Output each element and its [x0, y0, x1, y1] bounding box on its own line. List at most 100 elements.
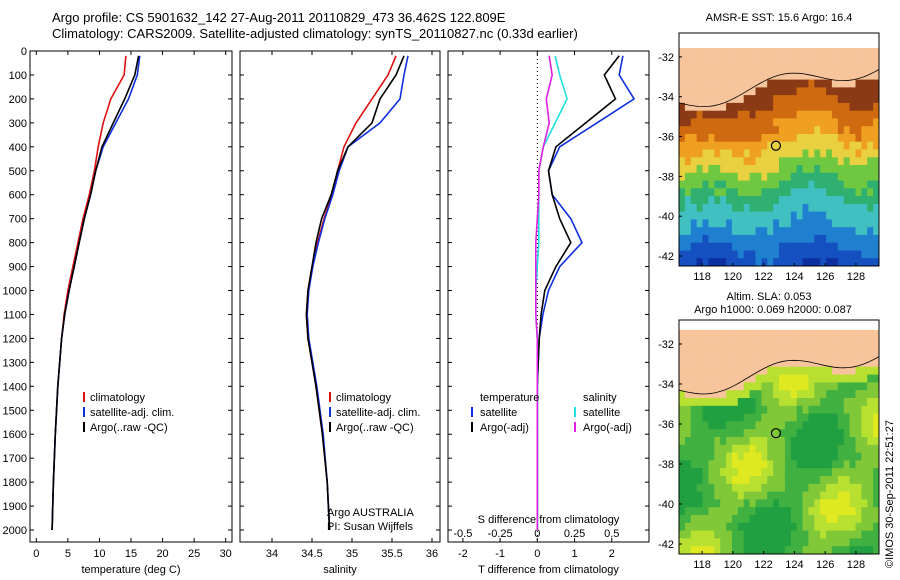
map-cell — [855, 196, 862, 205]
map-cell — [808, 102, 815, 112]
map-cell — [720, 227, 727, 236]
map-cell — [826, 48, 833, 57]
map-cell — [784, 483, 792, 493]
map-cell — [814, 507, 821, 516]
map-cell — [873, 64, 879, 73]
map-cell — [690, 476, 698, 485]
map-cell — [749, 398, 757, 407]
map-cell — [831, 71, 839, 81]
map-cell — [731, 429, 739, 438]
map-cell — [726, 460, 733, 469]
map-cell — [873, 188, 879, 197]
map-cell — [802, 507, 809, 516]
map-cell — [814, 491, 821, 500]
map-cell — [855, 79, 862, 88]
map-cell — [867, 234, 874, 244]
map-cell — [720, 242, 727, 252]
map-cell — [708, 390, 715, 399]
map-cell — [696, 507, 704, 516]
legend-label: climatology — [336, 392, 392, 404]
map-cell — [708, 134, 715, 143]
map-cell — [708, 359, 715, 368]
map-cell — [726, 64, 733, 73]
map-cell — [773, 250, 780, 259]
map-cell — [767, 180, 774, 189]
map-cell — [796, 134, 804, 143]
map-cell — [731, 374, 739, 383]
map-cell — [749, 102, 757, 112]
map-cell — [755, 452, 762, 461]
map-cell — [826, 165, 833, 174]
map-cell — [761, 468, 768, 477]
map-cell — [873, 149, 879, 158]
map-cell — [731, 444, 739, 454]
map-cell — [737, 413, 745, 422]
map-cell — [731, 476, 739, 485]
map-cell — [750, 33, 757, 41]
map-cell — [861, 335, 868, 344]
map-cell — [843, 476, 851, 485]
map-cell — [861, 165, 868, 174]
map-cell — [749, 118, 757, 127]
map-cell — [784, 444, 792, 454]
map-cell — [708, 538, 715, 547]
map-cell — [831, 421, 839, 430]
map-cell — [814, 79, 821, 88]
map-cell — [755, 126, 762, 135]
map-cell — [737, 141, 745, 151]
header-line-2: Climatology: CARS2009. Satellite-adjuste… — [52, 26, 578, 41]
map-cell — [702, 110, 709, 120]
map-cell — [861, 203, 868, 213]
map-cell — [802, 102, 809, 112]
map-cell — [826, 180, 833, 189]
map-cell — [767, 320, 774, 328]
map-cell — [784, 71, 792, 81]
map-cell — [855, 165, 862, 174]
map-cell — [802, 56, 809, 65]
map-cell — [837, 227, 845, 236]
map-cell — [873, 437, 879, 446]
map-cell — [802, 110, 809, 120]
map-cell — [796, 102, 804, 112]
map-cell — [679, 110, 686, 120]
map-cell — [803, 320, 810, 328]
map-cell — [837, 460, 845, 469]
map-cell — [814, 437, 821, 446]
map-cell — [873, 234, 879, 244]
map-cell — [731, 483, 739, 493]
map-cell — [702, 491, 709, 500]
map-cell — [714, 421, 721, 430]
map-cell — [714, 118, 721, 127]
map-cell — [720, 165, 727, 174]
map-cell — [826, 437, 833, 446]
map-cell — [867, 530, 874, 539]
map-cell — [761, 180, 768, 189]
map-cell — [743, 468, 751, 477]
map-cell — [855, 134, 862, 143]
map-cell — [802, 180, 809, 189]
map-cell — [737, 476, 745, 485]
map-cell — [802, 515, 809, 524]
map-cell — [720, 87, 727, 96]
map-cell — [767, 335, 774, 344]
map-cell — [843, 48, 851, 50]
map-cell — [726, 141, 733, 151]
map-cell — [802, 546, 809, 554]
map-cell — [708, 110, 715, 120]
map-cell — [855, 250, 862, 259]
map-cell — [761, 366, 768, 376]
map-cell — [843, 437, 851, 446]
map-cell — [802, 351, 809, 360]
map-cell — [767, 56, 774, 65]
map-cell — [679, 476, 686, 485]
map-cell — [808, 196, 815, 205]
map-cell — [826, 203, 833, 213]
map-cell — [861, 390, 868, 399]
map-cell — [731, 149, 739, 158]
map-cell — [690, 79, 698, 88]
map-cell — [790, 227, 798, 236]
map-cell — [755, 491, 762, 500]
map-cell — [832, 33, 839, 41]
map-cell — [849, 483, 857, 493]
map-cell — [867, 468, 874, 477]
